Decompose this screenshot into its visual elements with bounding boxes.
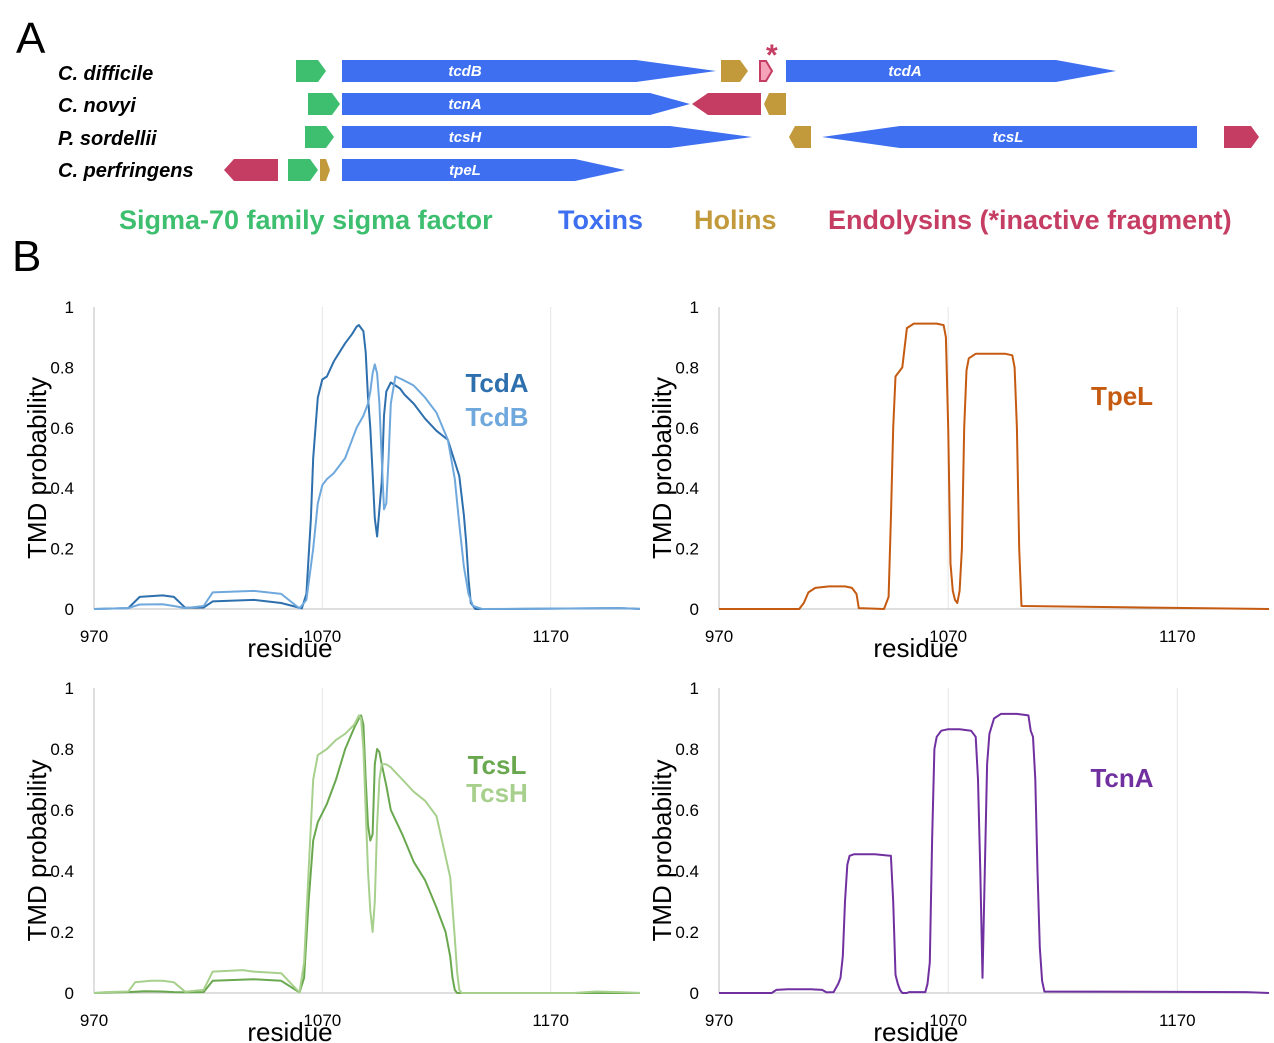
chart-tcna: 0 0.2 0.4 0.6 0.8 1 970 1070 1170 residue TMD prob… — [647, 679, 1270, 1043]
gene-label: tcnA — [448, 96, 481, 113]
y-tick-label: 0.2 — [50, 923, 74, 942]
y-tick-label: 0.2 — [675, 923, 699, 942]
x-axis-title: residue — [873, 1017, 958, 1043]
y-tick-label: 1 — [65, 679, 74, 698]
endolysin-fragment-gene — [759, 60, 774, 82]
x-tick-label: 970 — [80, 627, 108, 646]
gene-label: tcsH — [449, 129, 483, 146]
y-axis-title: TMD probability — [22, 759, 52, 941]
toxin-gene — [342, 126, 752, 148]
x-tick-label: 1170 — [532, 1011, 569, 1030]
y-tick-label: 0 — [690, 984, 699, 1003]
sigma-factor-gene — [308, 93, 340, 115]
y-tick-label: 0.8 — [675, 358, 699, 377]
y-tick-label: 0.2 — [50, 540, 74, 559]
y-tick-label: 0.4 — [50, 862, 74, 881]
organism-label: C. difficile — [58, 63, 153, 85]
x-axis-title: residue — [873, 633, 958, 663]
y-tick-label: 0.8 — [675, 740, 699, 759]
gene-label: tcsL — [993, 129, 1024, 146]
y-tick-label: 1 — [690, 679, 699, 698]
y-tick-label: 0.6 — [50, 801, 74, 820]
panel-label-a: A — [16, 14, 46, 63]
holin-gene — [320, 159, 330, 181]
y-tick-label: 0.4 — [675, 862, 699, 881]
x-tick-label: 1170 — [1159, 1011, 1196, 1030]
y-tick-label: 1 — [65, 298, 74, 317]
series-label: TcdB — [465, 402, 528, 432]
x-tick-label: 1170 — [1159, 627, 1196, 646]
series-label: TcnA — [1090, 763, 1153, 793]
x-tick-label: 1070 — [303, 627, 341, 646]
series-label: TcsH — [466, 778, 528, 808]
endolysin-gene — [1224, 126, 1259, 148]
x-tick-label: 1170 — [532, 627, 569, 646]
x-tick-label: 1070 — [929, 627, 967, 646]
y-axis-title: TMD probability — [647, 377, 677, 559]
sigma-factor-gene — [288, 159, 318, 181]
y-tick-label: 0 — [690, 600, 699, 619]
y-tick-label: 0.8 — [50, 740, 74, 759]
y-tick-label: 0.6 — [675, 801, 699, 820]
legend-sigma: Sigma-70 family sigma factor — [119, 205, 493, 235]
legend-holins: Holins — [694, 205, 777, 235]
series-label: TpeL — [1091, 381, 1153, 411]
gene-map: C. difficile C. novyi P. sordellii C. pe… — [58, 39, 1259, 182]
toxin-gene — [786, 60, 1116, 82]
series-label: TcdA — [465, 368, 528, 398]
series-line — [719, 712, 1270, 994]
gene-label: tcdA — [888, 63, 921, 80]
organism-label: C. novyi — [58, 95, 136, 117]
holin-gene — [789, 126, 811, 148]
y-tick-label: 0.6 — [50, 419, 74, 438]
holin-gene — [721, 60, 748, 82]
y-axis-title: TMD probability — [22, 377, 52, 559]
y-tick-label: 0.2 — [675, 540, 699, 559]
x-axis-title: residue — [247, 1017, 332, 1043]
y-tick-label: 0 — [65, 984, 74, 1003]
chart-tcda-tcdb: 0 0.2 0.4 0.6 0.8 1 970 1070 1170 residue TMD prob… — [22, 298, 640, 663]
y-tick-label: 1 — [690, 298, 699, 317]
sigma-factor-gene — [305, 126, 334, 148]
x-tick-label: 970 — [705, 627, 733, 646]
chart-tcsl-tcsh: 0 0.2 0.4 0.6 0.8 1 970 1070 1170 residue TMD prob… — [22, 679, 640, 1043]
series-line — [93, 363, 640, 610]
y-tick-label: 0.4 — [675, 479, 699, 498]
toxin-gene — [342, 93, 690, 115]
series-line — [93, 324, 640, 610]
series-label: TcsL — [468, 750, 527, 780]
x-tick-label: 970 — [705, 1011, 733, 1030]
gene-label: tcdB — [448, 63, 482, 80]
sigma-factor-gene — [296, 60, 326, 82]
fragment-marker: * — [766, 39, 778, 72]
y-tick-label: 0.4 — [50, 479, 74, 498]
series-line — [93, 714, 640, 994]
x-tick-label: 1070 — [929, 1011, 967, 1030]
series-line — [93, 714, 640, 994]
x-tick-label: 1070 — [303, 1011, 341, 1030]
organism-label: P. sordellii — [58, 128, 157, 150]
legend-toxins: Toxins — [558, 205, 644, 235]
toxin-gene — [822, 126, 1197, 148]
endolysin-gene — [224, 159, 278, 181]
endolysin-gene — [692, 93, 761, 115]
y-tick-label: 0.6 — [675, 419, 699, 438]
y-axis-title: TMD probability — [647, 759, 677, 941]
legend-endolysins: Endolysins (*inactive fragment) — [828, 205, 1232, 235]
y-tick-label: 0 — [65, 600, 74, 619]
toxin-gene — [342, 60, 716, 82]
toxin-gene — [342, 159, 625, 181]
x-tick-label: 970 — [80, 1011, 108, 1030]
gene-label: tpeL — [449, 162, 481, 179]
series-line — [719, 322, 1270, 610]
x-axis-title: residue — [247, 633, 332, 663]
y-tick-label: 0.8 — [50, 358, 74, 377]
chart-tpel: 0 0.2 0.4 0.6 0.8 1 970 1070 1170 residue TMD prob… — [647, 298, 1270, 663]
organism-label: C. perfringens — [58, 160, 194, 182]
panel-label-b: B — [12, 232, 42, 281]
holin-gene — [764, 93, 786, 115]
